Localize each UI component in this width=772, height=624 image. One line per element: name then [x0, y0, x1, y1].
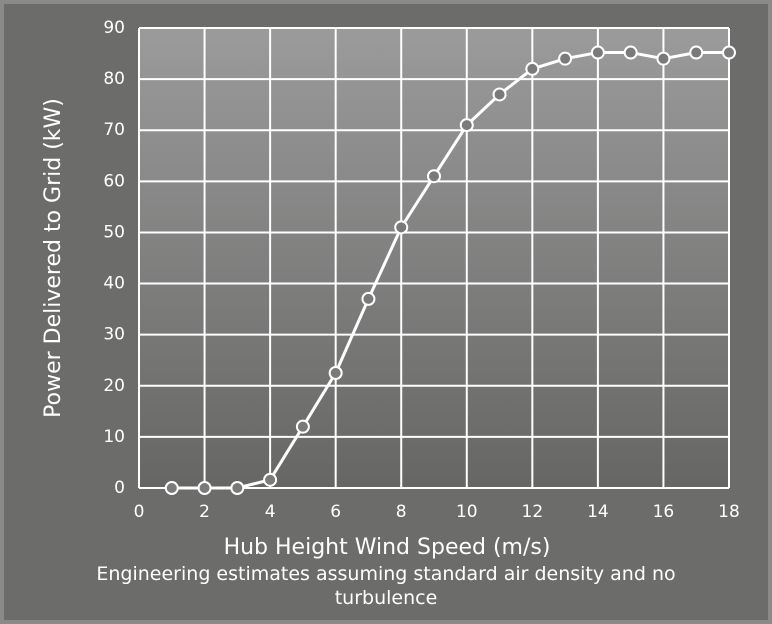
y-tick-label: 50 — [103, 222, 125, 242]
data-point — [459, 118, 474, 133]
data-point — [328, 366, 343, 380]
y-tick-label: 0 — [114, 478, 125, 498]
x-tick-label: 18 — [718, 502, 740, 522]
x-axis-label: Hub Height Wind Speed (m/s) — [224, 535, 551, 560]
y-tick-label: 40 — [103, 274, 125, 294]
x-tick-label: 6 — [330, 502, 341, 522]
x-tick-label: 0 — [134, 502, 145, 522]
x-tick-label: 2 — [199, 502, 210, 522]
data-point — [689, 45, 704, 60]
data-point — [427, 169, 441, 184]
data-point — [656, 51, 671, 66]
x-tick-label: 12 — [522, 502, 544, 522]
y-tick-label: 10 — [103, 427, 125, 447]
y-tick-label: 70 — [103, 120, 125, 140]
data-point — [722, 45, 736, 60]
y-tick-label: 80 — [103, 69, 125, 89]
data-point — [263, 472, 278, 487]
data-point — [164, 481, 179, 495]
data-point — [361, 291, 376, 306]
y-axis-label: Power Delivered to Grid (kW) — [41, 98, 66, 418]
y-tick-label: 20 — [103, 376, 125, 396]
data-point — [230, 481, 245, 495]
x-tick-label: 14 — [587, 502, 609, 522]
x-tick-label: 4 — [265, 502, 276, 522]
y-tick-label: 30 — [103, 325, 125, 345]
plot-area — [139, 28, 729, 488]
data-point — [394, 220, 409, 235]
data-point — [558, 51, 573, 66]
x-tick-label: 8 — [396, 502, 407, 522]
data-point — [197, 481, 212, 495]
data-point — [590, 45, 605, 60]
subtitle: Engineering estimates assuming standard … — [96, 563, 676, 609]
x-tick-label: 16 — [653, 502, 675, 522]
data-point — [492, 87, 507, 102]
data-point — [295, 419, 310, 434]
x-tick-label: 10 — [456, 502, 478, 522]
data-point — [525, 61, 540, 76]
y-tick-label: 60 — [103, 171, 125, 191]
data-point — [623, 45, 638, 60]
y-tick-label: 90 — [103, 18, 125, 38]
